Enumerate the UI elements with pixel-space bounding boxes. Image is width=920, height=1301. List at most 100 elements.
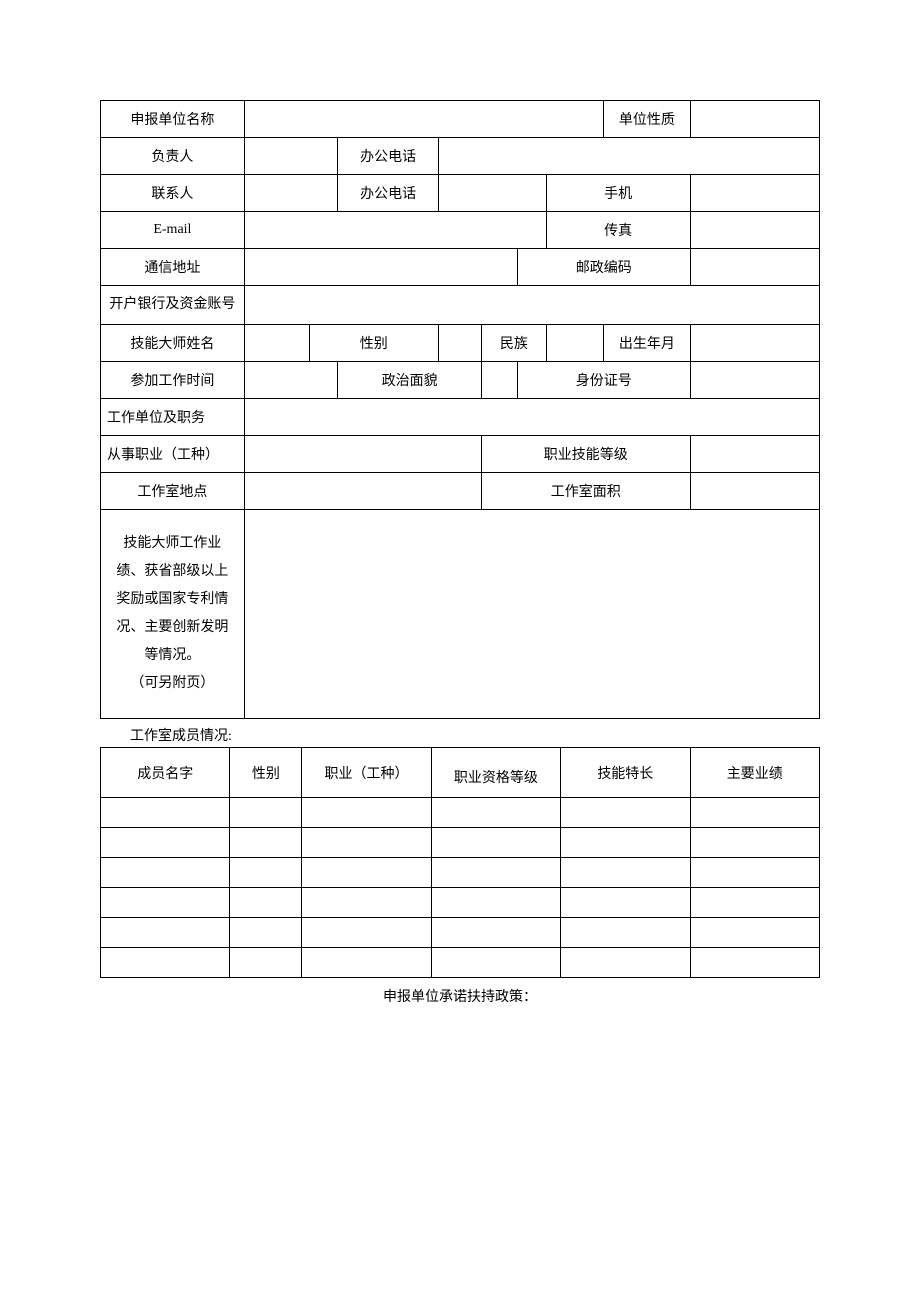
bank-account-value[interactable]: [244, 286, 819, 325]
member-cell[interactable]: [230, 918, 302, 948]
member-cell[interactable]: [230, 888, 302, 918]
work-start-value[interactable]: [244, 362, 337, 399]
occupation-value[interactable]: [244, 436, 481, 473]
member-cell[interactable]: [230, 828, 302, 858]
unit-name-label: 申报单位名称: [101, 101, 245, 138]
member-cell[interactable]: [431, 918, 560, 948]
main-application-form: 申报单位名称 单位性质 负责人 办公电话 联系人 办公电话 手机 E-mail …: [100, 100, 820, 719]
member-cell[interactable]: [690, 888, 819, 918]
member-cell[interactable]: [431, 888, 560, 918]
member-cell[interactable]: [230, 798, 302, 828]
unit-nature-label: 单位性质: [604, 101, 690, 138]
email-label: E-mail: [101, 212, 245, 249]
member-cell[interactable]: [431, 798, 560, 828]
member-cell[interactable]: [561, 858, 690, 888]
member-cell[interactable]: [690, 798, 819, 828]
member-cell[interactable]: [302, 918, 431, 948]
member-row: [101, 918, 820, 948]
fax-value[interactable]: [690, 212, 819, 249]
member-col-specialty: 技能特长: [561, 748, 690, 798]
ethnicity-label: 民族: [482, 325, 547, 362]
fax-label: 传真: [546, 212, 690, 249]
occupation-label: 从事职业（工种）: [101, 436, 245, 473]
member-col-achievement: 主要业绩: [690, 748, 819, 798]
member-cell[interactable]: [431, 948, 560, 978]
member-col-qualification: 职业资格等级: [431, 748, 560, 798]
achievement-note: （可另附页）: [130, 676, 214, 691]
member-cell[interactable]: [690, 948, 819, 978]
skill-level-value[interactable]: [690, 436, 819, 473]
member-cell[interactable]: [431, 828, 560, 858]
gender-value[interactable]: [438, 325, 481, 362]
member-col-name: 成员名字: [101, 748, 230, 798]
member-col-gender: 性别: [230, 748, 302, 798]
member-cell[interactable]: [101, 918, 230, 948]
work-unit-position-label: 工作单位及职务: [101, 399, 245, 436]
member-cell[interactable]: [302, 888, 431, 918]
mobile-label: 手机: [546, 175, 690, 212]
contact-phone-label: 办公电话: [338, 175, 439, 212]
member-row: [101, 948, 820, 978]
member-cell[interactable]: [302, 798, 431, 828]
achievement-label: 技能大师工作业绩、获省部级以上奖励或国家专利情况、主要创新发明等情况。 （可另附…: [101, 510, 245, 719]
contact-value[interactable]: [244, 175, 337, 212]
member-row: [101, 828, 820, 858]
principal-label: 负责人: [101, 138, 245, 175]
principal-value[interactable]: [244, 138, 337, 175]
member-cell[interactable]: [561, 918, 690, 948]
studio-area-value[interactable]: [690, 473, 819, 510]
mobile-value[interactable]: [690, 175, 819, 212]
member-cell[interactable]: [101, 858, 230, 888]
member-cell[interactable]: [101, 888, 230, 918]
member-cell[interactable]: [101, 798, 230, 828]
member-cell[interactable]: [431, 858, 560, 888]
member-cell[interactable]: [561, 888, 690, 918]
master-name-label: 技能大师姓名: [101, 325, 245, 362]
birth-label: 出生年月: [604, 325, 690, 362]
achievement-value[interactable]: [244, 510, 819, 719]
member-cell[interactable]: [690, 858, 819, 888]
policy-caption: 申报单位承诺扶持政策：: [100, 978, 820, 1014]
bank-account-label: 开户银行及资金账号: [101, 286, 245, 325]
member-cell[interactable]: [230, 948, 302, 978]
studio-area-label: 工作室面积: [482, 473, 690, 510]
contact-phone-value[interactable]: [438, 175, 546, 212]
studio-location-value[interactable]: [244, 473, 481, 510]
unit-nature-value[interactable]: [690, 101, 819, 138]
member-cell[interactable]: [101, 948, 230, 978]
member-cell[interactable]: [302, 858, 431, 888]
skill-level-label: 职业技能等级: [482, 436, 690, 473]
contact-label: 联系人: [101, 175, 245, 212]
work-start-label: 参加工作时间: [101, 362, 245, 399]
id-number-value[interactable]: [690, 362, 819, 399]
member-cell[interactable]: [101, 828, 230, 858]
email-value[interactable]: [244, 212, 546, 249]
member-cell[interactable]: [230, 858, 302, 888]
member-cell[interactable]: [561, 948, 690, 978]
postcode-value[interactable]: [690, 249, 819, 286]
studio-members-table: 成员名字 性别 职业（工种） 职业资格等级 技能特长 主要业绩: [100, 747, 820, 978]
master-name-value[interactable]: [244, 325, 309, 362]
member-cell[interactable]: [561, 798, 690, 828]
address-label: 通信地址: [101, 249, 245, 286]
member-cell[interactable]: [561, 828, 690, 858]
unit-name-value[interactable]: [244, 101, 603, 138]
member-row: [101, 858, 820, 888]
address-value[interactable]: [244, 249, 517, 286]
birth-value[interactable]: [690, 325, 819, 362]
members-caption: 工作室成员情况:: [100, 719, 820, 747]
work-unit-position-value[interactable]: [244, 399, 819, 436]
member-cell[interactable]: [690, 918, 819, 948]
political-value[interactable]: [482, 362, 518, 399]
member-col-occupation: 职业（工种）: [302, 748, 431, 798]
political-label: 政治面貌: [338, 362, 482, 399]
member-cell[interactable]: [302, 948, 431, 978]
studio-location-label: 工作室地点: [101, 473, 245, 510]
member-cell[interactable]: [302, 828, 431, 858]
ethnicity-value[interactable]: [546, 325, 604, 362]
member-row: [101, 798, 820, 828]
id-number-label: 身份证号: [517, 362, 690, 399]
member-cell[interactable]: [690, 828, 819, 858]
member-row: [101, 888, 820, 918]
principal-phone-value[interactable]: [438, 138, 819, 175]
